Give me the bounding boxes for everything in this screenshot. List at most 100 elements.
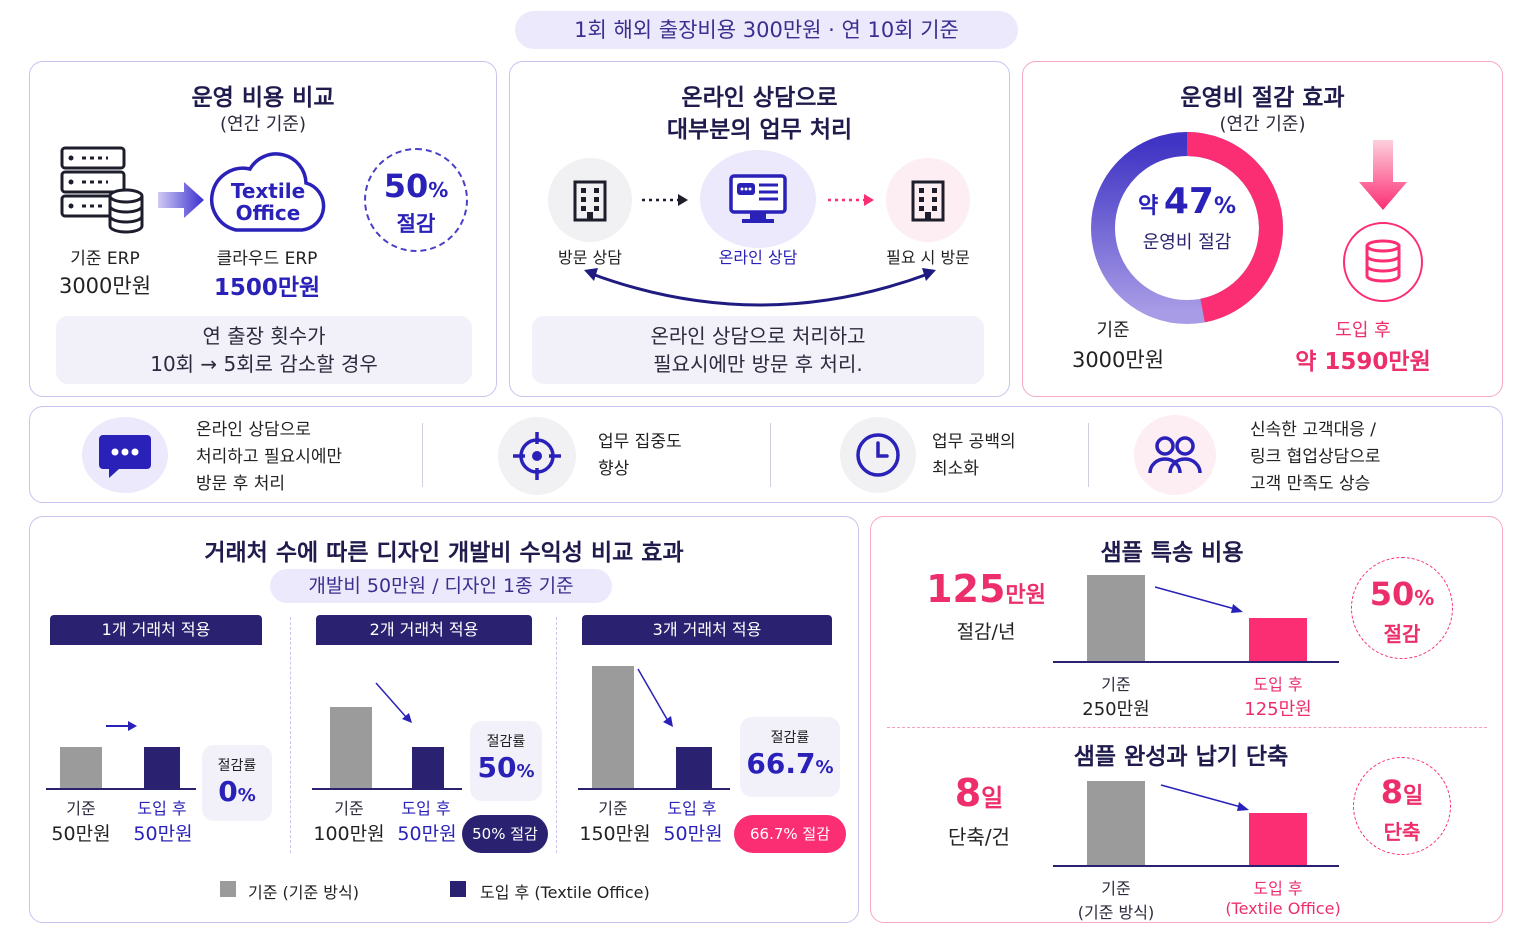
sample-circle1-text: 절감 <box>1383 622 1421 646</box>
sample-circle2: 8일 단축 <box>1353 757 1451 855</box>
group3-base-label: 기준 <box>598 799 628 818</box>
benefit-1-line2: 처리하고 필요시에만 <box>196 447 343 467</box>
group2-after-value: 50만원 <box>397 823 457 845</box>
saving-donut-chart <box>1091 132 1283 324</box>
group3-rate-pct: % <box>815 757 834 778</box>
sample1-axis <box>1053 661 1339 663</box>
group2-badge: 50% 절감 <box>462 815 548 853</box>
logo-text: Textile Office <box>226 180 310 224</box>
card3-right-value: 약 1590만원 <box>1295 349 1431 375</box>
online-consult-card: 온라인 상담으로 대부분의 업무 처리 방문 상담 온라 <box>509 61 1010 397</box>
card1-note: 연 출장 횟수가 10회 → 5회로 감소할 경우 <box>56 316 472 384</box>
card2-note-line1: 온라인 상담으로 처리하고 <box>650 324 866 348</box>
chat-icon <box>99 435 151 478</box>
benefit-icon-tile-3 <box>840 417 916 493</box>
sample2-base-sub: (기준 방식) <box>1077 903 1155 922</box>
group2-rate-label: 절감률 <box>486 734 526 750</box>
target-icon <box>513 432 561 480</box>
card2-title-line2: 대부분의 업무 처리 <box>666 117 853 143</box>
group1-after-value: 50만원 <box>133 823 193 845</box>
sample1-after-bar <box>1249 618 1307 661</box>
sample-big2: 8일 단축/건 <box>919 771 1039 850</box>
design-subtitle-pill: 개발비 50만원 / 디자인 1종 기준 <box>270 569 612 603</box>
divider <box>770 423 771 487</box>
benefit-text-2: 업무 집중도 향상 <box>598 429 682 483</box>
group1-after-bar <box>144 747 180 788</box>
benefit-1-line3: 방문 후 처리 <box>196 474 286 494</box>
sample1-trend-arrow <box>1154 586 1243 613</box>
card1-title: 운영 비용 비교 <box>191 85 335 111</box>
sample1-base-label: 기준 <box>1101 675 1131 694</box>
benefit-4-line1: 신속한 고객대응 / <box>1250 420 1377 440</box>
dotted-arrow-dark <box>642 194 688 206</box>
sample-big2-sub: 단축/건 <box>948 825 1010 849</box>
operating-cost-card: 운영 비용 비교 (연간 기준) Textile Office <box>29 61 497 397</box>
sample2-axis <box>1053 865 1339 867</box>
curved-double-arrow <box>584 268 936 307</box>
group1-axis <box>46 788 196 790</box>
sample2-trend-arrow <box>1160 784 1249 811</box>
down-arrow-icon <box>1359 140 1407 210</box>
group2-rate-box: 절감률 50% <box>470 721 542 801</box>
group3-axis <box>578 788 730 790</box>
sample-circle1: 50% 절감 <box>1351 557 1453 659</box>
card1-subtitle: (연간 기준) <box>219 114 306 135</box>
coin-stack-icon <box>1365 239 1401 283</box>
group3-badge: 66.7% 절감 <box>734 815 846 853</box>
donut-prefix: 약 <box>1138 194 1159 219</box>
divider <box>1088 423 1089 487</box>
group2-base-bar <box>330 706 372 788</box>
benefit-text-3: 업무 공백의 최소화 <box>932 429 1016 483</box>
group3-base-bar <box>592 666 634 788</box>
sample1-after-label: 도입 후 <box>1253 675 1303 694</box>
group2-after-label: 도입 후 <box>401 799 451 818</box>
benefit-icon-tile-1 <box>82 417 168 493</box>
donut-pct: % <box>1213 194 1236 219</box>
group3-rate-num: 66.7 <box>746 747 816 780</box>
benefit-2-line1: 업무 집중도 <box>598 432 682 452</box>
card3-title: 운영비 절감 효과 <box>1180 85 1345 111</box>
saving-pct: % <box>428 178 449 202</box>
group1-rate-num: 0 <box>218 775 238 808</box>
benefit-icon-tile-2 <box>498 417 576 495</box>
card1-note-line1: 연 출장 횟수가 <box>202 324 326 348</box>
group2-base-value: 100만원 <box>313 823 385 845</box>
logo-line2: Office <box>235 201 301 225</box>
divider <box>556 617 557 853</box>
divider <box>422 423 423 487</box>
design-dev-card: 거래처 수에 따른 디자인 개발비 수익성 비교 효과 개발비 50만원 / 디… <box>29 516 859 923</box>
dotted-arrow-pink <box>828 194 874 206</box>
group2-axis <box>312 788 462 790</box>
server-database-icon <box>60 146 144 234</box>
sample-big1-unit: 만원 <box>1005 583 1046 608</box>
sample-big1-sub: 절감/년 <box>956 621 1016 643</box>
donut-num: 47 <box>1163 181 1214 222</box>
visit-when-needed-icon-tile <box>886 158 970 242</box>
sample-circle2-unit: 일 <box>1403 784 1424 809</box>
sample2-after-sub: (Textile Office) <box>1225 899 1341 918</box>
group2-base-label: 기준 <box>334 799 364 818</box>
group2-header: 2개 거래처 적용 <box>316 615 532 645</box>
sample-divider <box>887 727 1487 728</box>
sample-title1: 샘플 특송 비용 <box>1100 540 1244 566</box>
group1-base-label: 기준 <box>66 799 96 818</box>
group3-rate-label: 절감률 <box>770 730 810 746</box>
left-erp-value: 3000만원 <box>58 274 152 298</box>
benefit-4-line2: 링크 협업상담으로 <box>1250 447 1381 467</box>
donut-text: 운영비 절감 <box>1142 232 1232 253</box>
benefit-icon-tile-4 <box>1134 415 1216 495</box>
sample-big2-unit: 일 <box>981 784 1004 812</box>
group3-after-label: 도입 후 <box>667 799 717 818</box>
group2-after-bar <box>412 747 444 788</box>
card2-title-line1: 온라인 상담으로 <box>681 85 838 111</box>
card2-note: 온라인 상담으로 처리하고 필요시에만 방문 후 처리. <box>532 316 984 384</box>
step-visit-label: 방문 상담 <box>558 248 622 267</box>
card3-left-value: 3000만원 <box>1071 348 1165 372</box>
group2-trend-arrow <box>375 682 412 723</box>
group1-base-bar <box>60 747 102 788</box>
legend-base-label: 기준 (기준 방식) <box>248 883 359 902</box>
sample-circle1-num: 50 <box>1369 575 1415 613</box>
logo-line1: Textile <box>230 179 306 203</box>
online-icon-tile <box>700 150 816 248</box>
sample1-base-value: 250만원 <box>1082 699 1150 720</box>
